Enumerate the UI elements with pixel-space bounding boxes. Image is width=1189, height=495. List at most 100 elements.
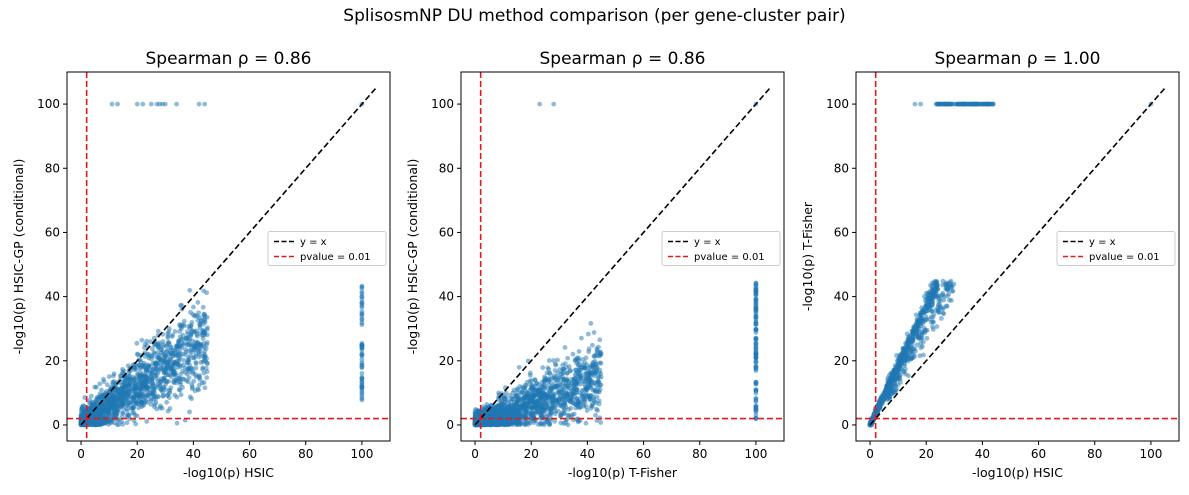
data-point [934, 101, 940, 107]
data-point [112, 407, 118, 413]
data-point [140, 101, 146, 107]
data-point [894, 353, 899, 358]
data-point [901, 361, 907, 367]
x-tick-label: 40 [186, 447, 201, 461]
data-point [134, 101, 140, 107]
data-point [914, 333, 920, 338]
data-point [944, 303, 950, 309]
data-point [919, 330, 925, 335]
diagonal-line [869, 87, 1166, 426]
x-tick-label: 80 [692, 447, 707, 461]
data-point [940, 278, 946, 284]
x-axis-label: -log10(p) HSIC [972, 465, 1063, 480]
data-point [200, 366, 206, 372]
x-tick-label: 40 [580, 447, 595, 461]
legend-label: pvalue = 0.01 [694, 252, 765, 263]
data-point [202, 330, 208, 336]
data-point [120, 386, 126, 392]
data-point [492, 422, 498, 427]
data-point [507, 419, 513, 425]
data-point [908, 351, 913, 356]
legend-label: y = x [694, 237, 721, 248]
data-point [931, 319, 936, 325]
data-point [753, 343, 759, 349]
data-point [134, 413, 140, 419]
data-point [93, 413, 99, 419]
panel-title: Spearman ρ = 0.86 [146, 49, 312, 69]
data-point [359, 317, 365, 323]
data-point [359, 375, 365, 380]
data-point [181, 318, 187, 324]
data-point [514, 390, 520, 396]
data-point [149, 346, 155, 352]
y-tick-label: 60 [834, 225, 849, 239]
data-point [359, 391, 365, 397]
data-point [973, 101, 979, 107]
data-point [569, 391, 575, 397]
data-point [590, 361, 596, 367]
data-point [541, 400, 546, 405]
data-point [753, 280, 759, 286]
data-point [551, 101, 557, 107]
data-point [587, 397, 593, 403]
data-point [558, 379, 563, 385]
data-point [190, 328, 195, 333]
x-tick-label: 60 [636, 447, 651, 461]
data-point [131, 410, 137, 416]
data-point [586, 375, 592, 381]
data-point [497, 409, 503, 415]
data-point [130, 405, 136, 411]
data-point [568, 383, 573, 388]
data-point [148, 339, 153, 345]
data-point [144, 376, 150, 382]
data-point [561, 387, 567, 393]
data-point [593, 412, 598, 418]
data-point [148, 101, 154, 107]
data-point [594, 365, 600, 371]
data-point [359, 291, 365, 296]
data-point [920, 318, 926, 323]
data-point [190, 384, 195, 390]
data-point [202, 312, 208, 317]
data-point [566, 406, 571, 412]
data-point [109, 403, 115, 409]
data-point [901, 369, 907, 374]
data-point [166, 395, 172, 401]
data-point [586, 349, 592, 355]
data-point [116, 390, 122, 396]
data-point [922, 293, 927, 299]
data-point [120, 410, 126, 416]
data-point [565, 422, 571, 428]
data-point [526, 410, 532, 416]
data-point [938, 315, 944, 321]
data-point [359, 343, 365, 349]
data-point [575, 398, 581, 404]
data-point [908, 344, 914, 349]
data-point [928, 314, 934, 320]
data-point [592, 353, 598, 359]
data-point [180, 351, 186, 357]
scatter-points [867, 101, 1154, 428]
data-point [876, 398, 882, 404]
data-point [551, 392, 557, 398]
data-point [560, 402, 566, 408]
data-point [204, 375, 210, 381]
data-point [125, 363, 131, 369]
data-point [101, 420, 107, 426]
data-point [921, 352, 926, 358]
data-point [188, 347, 194, 353]
data-point [195, 300, 201, 305]
data-point [195, 346, 201, 352]
data-point [906, 335, 912, 341]
data-point [581, 387, 587, 393]
x-tick-label: 60 [1031, 447, 1046, 461]
data-point [500, 394, 506, 400]
data-point [125, 408, 130, 414]
data-point [584, 408, 590, 413]
legend-box [661, 231, 781, 266]
data-point [101, 379, 107, 385]
data-point [930, 324, 935, 330]
data-point [560, 374, 566, 380]
data-point [958, 101, 964, 107]
